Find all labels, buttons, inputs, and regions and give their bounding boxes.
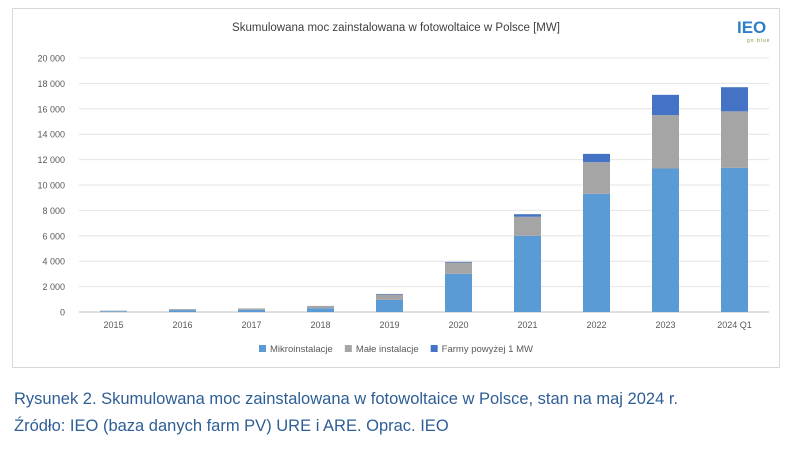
bar-segment-3 [376, 293, 403, 295]
x-tick-label: 2020 [448, 320, 468, 330]
x-tick-label: 2022 [586, 320, 606, 330]
y-tick-label: 4 000 [42, 257, 65, 267]
bar-segment-2 [238, 308, 265, 310]
bar-segment-2 [583, 162, 610, 194]
chart: Skumulowana moc zainstalowana w fotowolt… [37, 22, 769, 355]
y-tick-label: 10 000 [37, 181, 65, 191]
x-tick-label: 2021 [517, 320, 537, 330]
bar-segment-1 [376, 299, 403, 312]
x-tick-label: 2024 Q1 [717, 320, 752, 330]
legend: Mikroinstalacje Małe instalacje Farmy powy… [259, 344, 533, 355]
bar-segment-1 [169, 310, 196, 312]
y-tick-label: 18 000 [37, 79, 65, 89]
bar-segment-3 [445, 261, 472, 263]
logo-text: IEO [737, 18, 767, 37]
bar-segment-1 [514, 235, 541, 312]
figure-source: Źródło: IEO (baza danych farm PV) URE i … [14, 417, 449, 435]
bar-segment-3 [721, 87, 748, 112]
y-tick-label: 8 000 [42, 206, 65, 216]
chart-frame: Skumulowana moc zainstalowana w fotowolt… [12, 8, 780, 368]
legend-label: Farmy powyżej 1 MW [442, 344, 533, 355]
logo-subtext: go blue [747, 38, 771, 44]
x-tick-label: 2018 [310, 320, 330, 330]
legend-item: Mikroinstalacje [259, 344, 333, 355]
bars [100, 87, 748, 312]
bar-segment-3 [652, 94, 679, 116]
bar-segment-1 [100, 311, 127, 312]
y-tick-label: 2 000 [42, 282, 65, 292]
bar-segment-3 [583, 153, 610, 163]
legend-label: Mikroinstalacje [270, 344, 333, 355]
figure-caption: Rysunek 2. Skumulowana moc zainstalowana… [14, 390, 679, 408]
legend-item: Małe instalacje [344, 344, 419, 355]
bar-segment-2 [307, 305, 334, 309]
x-tick-label: 2015 [103, 320, 123, 330]
bar-segment-2 [169, 309, 196, 311]
y-tick-label: 20 000 [37, 54, 65, 64]
legend-swatch [344, 345, 352, 352]
bar-segment-2 [652, 115, 679, 169]
x-tick-label: 2023 [655, 320, 675, 330]
y-tick-label: 6 000 [42, 231, 65, 241]
grid-lines [79, 57, 769, 313]
y-tick-label: 16 000 [37, 104, 65, 114]
y-axis-ticks: 0 2 000 4 000 6 000 8 000 10 000 12 000 14 000 1… [37, 54, 65, 318]
x-axis-ticks: 2015 2016 2017 2018 2019 2020 2021 2022 2023 2024… [103, 320, 751, 330]
x-tick-label: 2019 [379, 320, 399, 330]
x-tick-label: 2017 [241, 320, 261, 330]
bar-segment-1 [721, 167, 748, 312]
chart-title: Skumulowana moc zainstalowana w fotowolt… [232, 22, 560, 34]
y-tick-label: 14 000 [37, 130, 65, 140]
bar-segment-2 [514, 216, 541, 236]
bar-segment-2 [445, 262, 472, 274]
x-tick-label: 2016 [172, 320, 192, 330]
bar-segment-1 [652, 168, 679, 312]
bar-segment-1 [583, 193, 610, 312]
bar-segment-2 [721, 111, 748, 168]
ieo-logo: IEO go blue [737, 19, 777, 47]
bar-segment-1 [445, 273, 472, 312]
legend-label: Małe instalacje [356, 344, 419, 355]
legend-swatch [259, 345, 266, 352]
bar-segment-2 [376, 294, 403, 300]
bar-segment-1 [238, 309, 265, 312]
bar-segment-2 [100, 310, 127, 312]
bar-segment-3 [514, 214, 541, 217]
bar-segment-1 [307, 308, 334, 312]
legend-item: Farmy powyżej 1 MW [430, 344, 533, 355]
legend-swatch [430, 345, 438, 352]
y-tick-label: 0 [60, 308, 65, 318]
y-tick-label: 12 000 [37, 155, 65, 165]
